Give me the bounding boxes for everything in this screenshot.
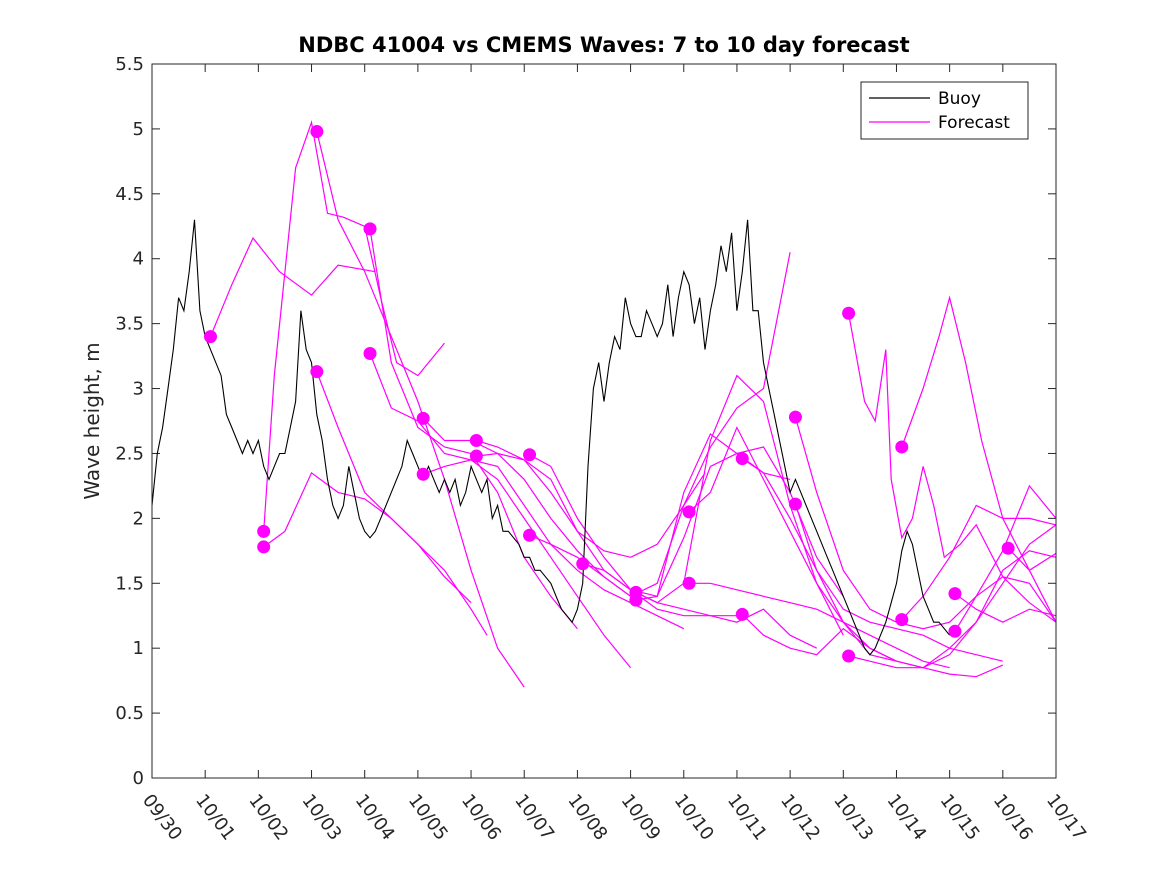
forecast-start-marker — [842, 306, 856, 320]
y-axis-ticks: 0 0.5 1 1.5 2 2.5 3 3.5 4 4.5 5 5.5 — [115, 54, 1056, 789]
forecast-line — [954, 593, 1057, 623]
forecast-start-marker — [842, 649, 856, 663]
buoy-series-line — [151, 219, 951, 656]
y-tick-label: 5 — [133, 119, 144, 140]
forecast-line — [848, 313, 1057, 623]
y-tick-label: 1.5 — [115, 573, 144, 594]
forecast-line — [848, 524, 1057, 669]
forecast-start-marker — [469, 449, 483, 463]
forecast-start-marker — [788, 497, 802, 511]
forecast-start-marker — [257, 524, 271, 538]
forecast-line — [582, 563, 817, 649]
y-tick-label: 2.5 — [115, 443, 144, 464]
forecast-line — [689, 582, 950, 669]
forecast-start-marker — [895, 440, 909, 454]
forecast-start-marker — [629, 593, 643, 607]
forecast-start-marker — [310, 125, 324, 139]
forecast-start-marker — [948, 624, 962, 638]
legend-buoy-label: Buoy — [938, 89, 981, 109]
forecast-line — [741, 458, 1003, 662]
y-axis-label: Wave height, m — [80, 342, 104, 499]
y-tick-label: 2 — [133, 508, 144, 529]
forecast-start-marker — [735, 607, 749, 621]
forecast-line — [635, 374, 844, 636]
forecast-line — [529, 252, 791, 597]
chart-title: NDBC 41004 vs CMEMS Waves: 7 to 10 day f… — [298, 33, 909, 57]
y-tick-label: 3.5 — [115, 314, 144, 335]
y-tick-label: 4 — [133, 249, 144, 270]
forecast-start-marker — [788, 410, 802, 424]
forecast-start-marker — [363, 222, 377, 236]
forecast-line — [901, 295, 1057, 623]
forecast-line — [209, 236, 376, 337]
y-tick-label: 0 — [133, 768, 144, 789]
forecast-start-marker — [310, 365, 324, 379]
forecast-start-marker — [895, 613, 909, 627]
forecast-start-marker — [523, 448, 537, 462]
forecast-start-marker — [948, 587, 962, 601]
legend-box — [860, 81, 1029, 140]
forecast-line — [794, 416, 1057, 630]
forecast-start-marker — [257, 540, 271, 554]
forecast-start-marker — [682, 505, 696, 519]
forecast-line — [263, 471, 472, 604]
forecast-start-marker — [363, 346, 377, 360]
forecast-line — [741, 613, 1004, 678]
forecast-line — [316, 371, 488, 636]
forecast-start-marker — [469, 433, 483, 447]
forecast-line — [369, 353, 632, 669]
forecast-start-marker — [1001, 541, 1015, 555]
forecast-line — [635, 446, 844, 601]
legend-forecast-label: Forecast — [938, 113, 1010, 133]
forecast-start-markers — [203, 125, 1015, 663]
forecast-line — [476, 439, 706, 558]
legend: Buoy Forecast — [860, 81, 1029, 140]
plot-area — [151, 120, 1057, 688]
y-tick-label: 0.5 — [115, 703, 144, 724]
forecast-start-marker — [682, 576, 696, 590]
forecast-start-marker — [735, 452, 749, 466]
y-tick-label: 5.5 — [115, 54, 144, 75]
forecast-start-marker — [523, 528, 537, 542]
forecast-line — [316, 131, 525, 688]
forecast-line — [1007, 547, 1057, 572]
plot-frame — [151, 63, 1057, 779]
forecast-start-marker — [576, 557, 590, 571]
y-tick-label: 1 — [133, 638, 144, 659]
y-tick-label: 4.5 — [115, 184, 144, 205]
forecast-start-marker — [416, 467, 430, 481]
y-tick-label: 3 — [133, 379, 144, 400]
forecast-start-marker — [416, 411, 430, 425]
forecast-start-marker — [203, 330, 217, 344]
